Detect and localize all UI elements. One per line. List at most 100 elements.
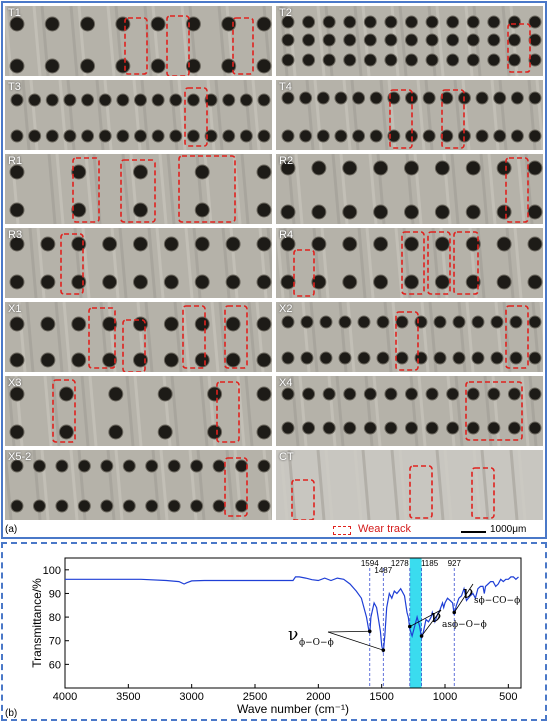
hole-dot xyxy=(319,351,333,365)
hole-dot xyxy=(167,459,181,473)
wear-track-box xyxy=(88,307,116,369)
hole-dot xyxy=(425,15,439,29)
wear-track-box xyxy=(409,465,433,519)
wear-track-box xyxy=(471,467,495,519)
hole-dot xyxy=(487,15,501,29)
hole-dot xyxy=(434,274,450,290)
hole-dot xyxy=(405,421,418,435)
wear-track-box xyxy=(291,479,315,520)
hole-dot xyxy=(100,499,114,513)
hole-dot xyxy=(9,236,25,252)
hole-dot xyxy=(405,53,418,67)
hole-dot xyxy=(185,16,201,32)
hole-dot xyxy=(256,424,272,440)
scale-bar-label: 1000μm xyxy=(490,524,527,535)
panel-a-tag: (a) xyxy=(5,524,18,535)
hole-dot xyxy=(122,459,136,473)
hole-dot xyxy=(194,352,210,368)
hole-dot xyxy=(384,421,398,435)
hole-dot xyxy=(163,316,179,332)
hole-dot xyxy=(207,424,223,440)
wear-track-box xyxy=(166,15,190,76)
hole-dot xyxy=(373,160,389,176)
wear-track-box xyxy=(401,231,425,295)
hole-dot xyxy=(225,352,241,368)
micrograph-tile: X4 xyxy=(276,376,543,446)
hole-dot xyxy=(81,93,95,107)
hole-dot xyxy=(257,129,271,143)
hole-dot xyxy=(63,129,77,143)
hole-dot xyxy=(280,204,296,220)
micrograph-tile: X5-2 xyxy=(5,450,272,520)
hole-dot xyxy=(395,315,409,329)
hole-dot xyxy=(487,33,501,47)
hole-dot xyxy=(9,164,25,180)
hole-dot xyxy=(487,387,501,401)
hole-dot xyxy=(134,129,147,143)
hole-dot xyxy=(527,274,543,290)
hole-dot xyxy=(71,164,87,180)
wear-track-box xyxy=(120,159,156,223)
hole-dot xyxy=(32,459,46,473)
hole-dot xyxy=(204,93,218,107)
hole-dot xyxy=(510,129,524,143)
hole-dot xyxy=(256,58,272,74)
hole-dot xyxy=(376,351,390,365)
hole-dot xyxy=(225,236,241,252)
hole-dot xyxy=(404,236,419,252)
hole-dot xyxy=(507,15,521,29)
hole-dot xyxy=(302,33,316,47)
hole-dot xyxy=(384,53,398,67)
hole-dot xyxy=(528,387,542,401)
hole-dot xyxy=(496,236,512,252)
micrograph-tile: X3 xyxy=(5,376,272,446)
wear-track-box xyxy=(216,381,240,443)
hole-dot xyxy=(212,459,226,473)
hole-dot xyxy=(466,53,480,67)
hole-dot xyxy=(102,274,118,290)
scale-bar xyxy=(461,531,486,533)
hole-dot xyxy=(322,33,336,47)
hole-dot xyxy=(528,351,542,365)
hole-dot xyxy=(186,129,200,143)
wear-track-box xyxy=(427,231,451,295)
hole-dot xyxy=(373,204,389,220)
hole-dot xyxy=(256,202,272,218)
hole-dot xyxy=(465,204,481,220)
wear-track-box xyxy=(507,23,531,73)
micrograph-tile: X2 xyxy=(276,302,543,372)
hole-dot xyxy=(338,315,352,329)
micrograph-tile: T4 xyxy=(276,80,543,150)
hole-dot xyxy=(77,499,91,513)
hole-dot xyxy=(434,204,450,220)
hole-dot xyxy=(510,91,524,105)
wear-track-box xyxy=(52,379,76,443)
hole-dot xyxy=(281,351,295,365)
hole-dot xyxy=(235,499,249,513)
wear-track-box xyxy=(60,233,84,295)
hole-dot xyxy=(471,315,485,329)
hole-dot xyxy=(44,58,60,74)
hole-dot xyxy=(102,236,118,252)
hole-dot xyxy=(311,274,327,290)
hole-dot xyxy=(404,274,419,290)
hole-dot xyxy=(452,351,466,365)
hole-dot xyxy=(134,93,147,107)
hole-dot xyxy=(9,202,25,218)
hole-dot xyxy=(433,315,447,329)
wear-track-box xyxy=(465,381,523,441)
hole-dot xyxy=(9,274,25,290)
hole-dot xyxy=(475,91,489,105)
hole-dot xyxy=(207,386,223,402)
hole-dot xyxy=(145,459,159,473)
hole-dot xyxy=(363,53,377,67)
hole-dot xyxy=(363,387,377,401)
tile-label: R4 xyxy=(279,229,294,241)
hole-dot xyxy=(493,129,507,143)
hole-dot xyxy=(496,160,512,176)
tile-label: X5-2 xyxy=(8,451,32,463)
hole-dot xyxy=(465,160,481,176)
hole-dot xyxy=(446,33,460,47)
hole-dot xyxy=(528,421,542,435)
hole-dot xyxy=(80,58,96,74)
